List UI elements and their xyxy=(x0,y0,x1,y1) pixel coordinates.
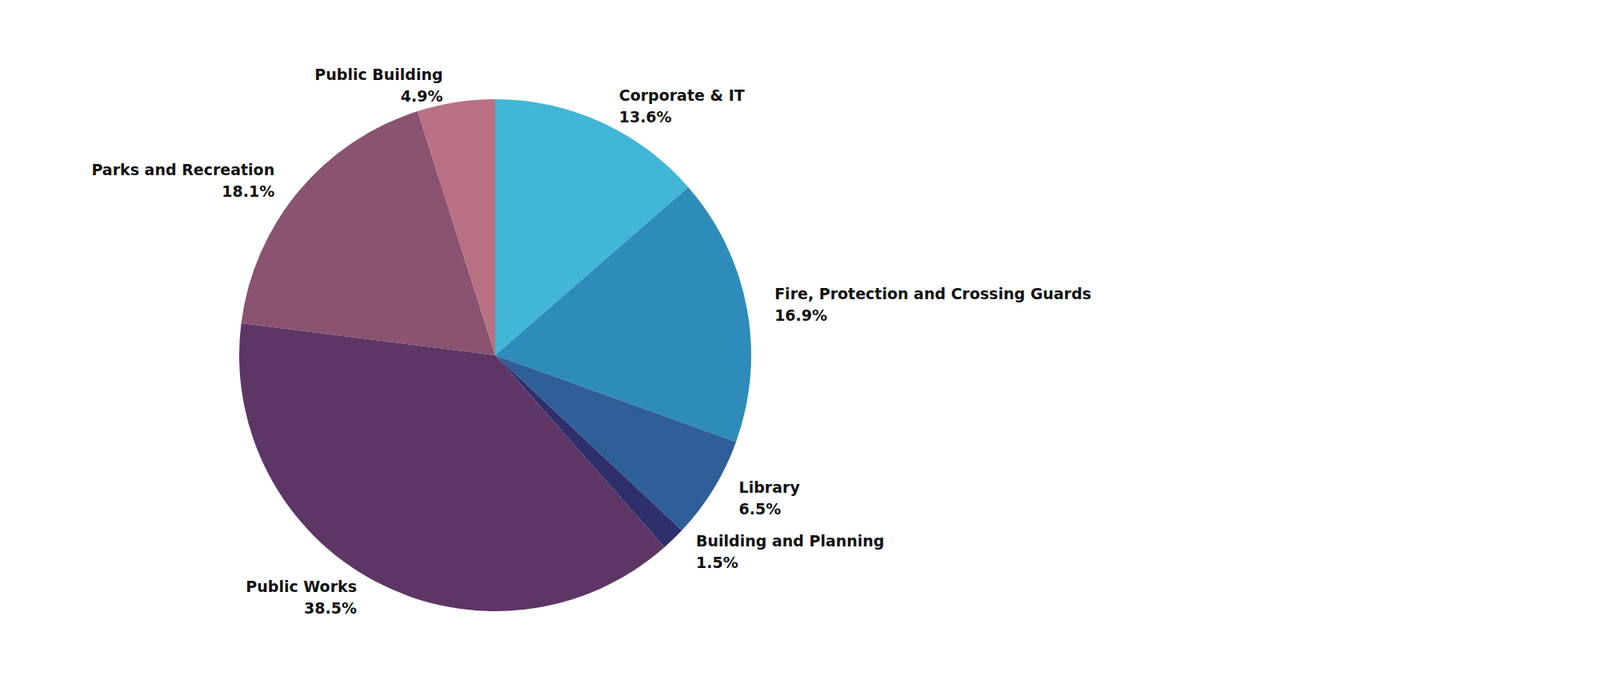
svg-text:Fire, Protection and Crossing: Fire, Protection and Crossing Guards xyxy=(774,284,1092,303)
svg-text:1.5%: 1.5% xyxy=(696,553,739,572)
svg-text:Library: Library xyxy=(739,478,801,496)
svg-text:Corporate & IT: Corporate & IT xyxy=(619,86,745,104)
svg-text:Public Works: Public Works xyxy=(245,577,357,596)
svg-text:38.5%: 38.5% xyxy=(304,599,357,617)
svg-text:13.6%: 13.6% xyxy=(619,108,672,126)
svg-text:Parks and Recreation: Parks and Recreation xyxy=(91,160,275,179)
svg-text:4.9%: 4.9% xyxy=(400,87,444,105)
svg-text:Building and Planning: Building and Planning xyxy=(696,532,884,550)
svg-text:6.5%: 6.5% xyxy=(739,500,782,518)
svg-text:18.1%: 18.1% xyxy=(221,182,275,200)
svg-text:16.9%: 16.9% xyxy=(774,306,828,324)
svg-text:Public Building: Public Building xyxy=(314,65,443,84)
